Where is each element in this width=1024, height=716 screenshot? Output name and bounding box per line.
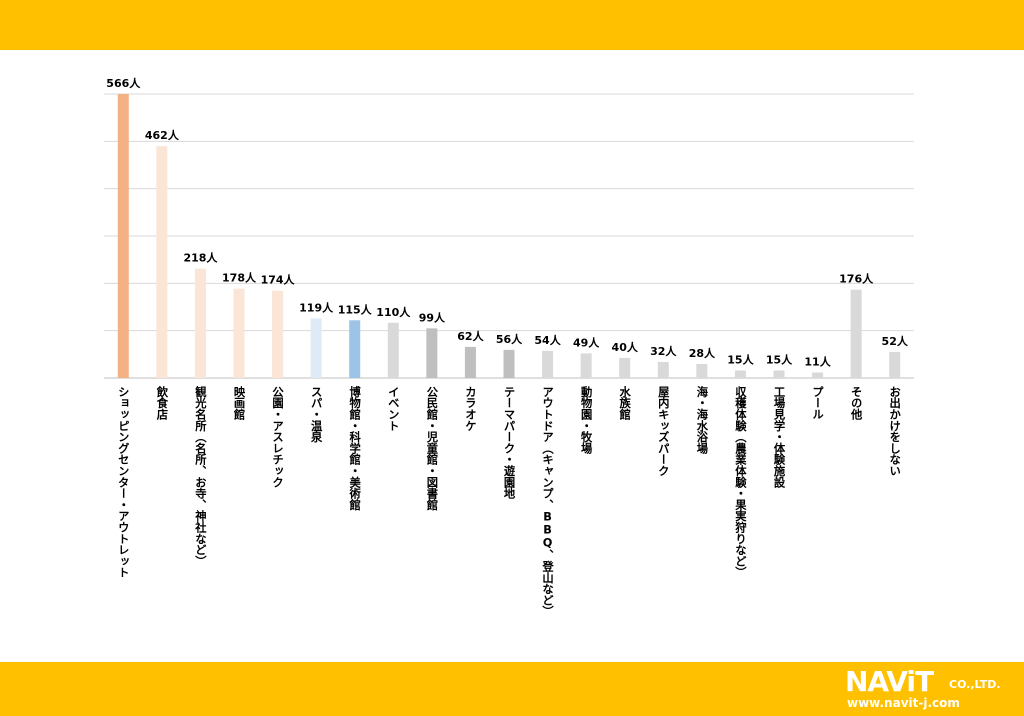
- category-label: 博物館・科学館・美術館: [348, 385, 362, 511]
- category-label: お出かけをしない: [888, 386, 901, 476]
- value-label: 28人: [689, 346, 716, 360]
- bar: [503, 349, 515, 378]
- category-label: 屋内キッズパーク: [657, 386, 670, 476]
- bar: [310, 318, 322, 378]
- category-label: スパ・温泉: [310, 386, 324, 443]
- bar: [734, 370, 746, 378]
- value-label: 11人: [804, 354, 831, 368]
- value-label: 178人: [222, 271, 257, 285]
- bar: [580, 353, 592, 378]
- value-label: 49人: [573, 335, 600, 349]
- category-label: その他: [850, 386, 864, 421]
- value-label: 62人: [457, 329, 484, 343]
- value-label: 32人: [650, 344, 677, 358]
- category-label: 海・海水浴場: [695, 385, 708, 454]
- category-label: 飲食店: [155, 385, 169, 421]
- top-banner: [0, 0, 1024, 50]
- category-label: 工場見学・体験施設: [773, 386, 787, 488]
- bar: [696, 363, 708, 378]
- category-label: 映画館: [233, 385, 247, 421]
- category-label: カラオケ: [464, 386, 477, 431]
- logo-brand-text: NAViT: [845, 665, 934, 698]
- bar: [349, 320, 361, 378]
- bar: [657, 361, 669, 378]
- category-label: テーマパーク・遊園地: [503, 386, 516, 500]
- bar: [117, 94, 129, 378]
- value-label: 15人: [727, 352, 754, 366]
- category-label: イベント: [387, 386, 400, 431]
- category-label: 公民館・児童館・図書館: [425, 386, 439, 511]
- bar: [619, 357, 631, 378]
- category-label: プール: [811, 386, 824, 420]
- bar: [850, 289, 862, 378]
- value-label: 52人: [882, 334, 909, 348]
- logo-url-text: www.navit-j.com: [847, 696, 960, 710]
- category-label: アウトドア（キャンプ、BBQ、登山など）: [541, 386, 555, 617]
- category-label: 水族館: [618, 385, 632, 421]
- bar: [233, 288, 245, 378]
- value-label: 174人: [261, 273, 296, 287]
- category-label: 収穫体験（農業体験・果実狩りなど）: [734, 386, 748, 578]
- value-label: 54人: [534, 333, 561, 347]
- value-label: 566人: [106, 76, 141, 90]
- value-label: 218人: [183, 251, 218, 265]
- category-label: 動物園・牧場: [580, 385, 593, 454]
- value-label: 15人: [766, 352, 793, 366]
- bar: [426, 328, 438, 378]
- category-label: 観光名所（名所、お寺、神社など）: [194, 385, 208, 567]
- value-label: 115人: [338, 302, 373, 316]
- bar: [773, 370, 785, 378]
- bar: [812, 372, 824, 378]
- value-label: 99人: [419, 310, 446, 324]
- value-label: 462人: [145, 128, 180, 142]
- bar: [889, 351, 901, 378]
- category-label: 公園・アスレチック: [271, 386, 284, 488]
- bar: [272, 290, 284, 378]
- bars: [117, 94, 901, 378]
- category-label: ショッピングセンター・アウトレット: [117, 386, 130, 578]
- bar: [464, 346, 476, 378]
- bar: [156, 146, 168, 378]
- value-label: 119人: [299, 300, 334, 314]
- value-label: 40人: [612, 340, 639, 354]
- bar: [387, 322, 399, 378]
- company-logo: NAViT CO.,LTD. www.navit-j.com: [845, 666, 1017, 712]
- bottom-banner: [0, 662, 1024, 716]
- value-label: 56人: [496, 332, 523, 346]
- logo-suffix-text: CO.,LTD.: [949, 678, 1001, 691]
- bar: [194, 268, 206, 378]
- value-label: 110人: [376, 305, 411, 319]
- value-label: 176人: [839, 272, 874, 286]
- bar: [542, 350, 554, 378]
- category-labels: ショッピングセンター・アウトレット 飲食店 観光名所（名所、お寺、神社など） 映画館 公…: [117, 385, 901, 617]
